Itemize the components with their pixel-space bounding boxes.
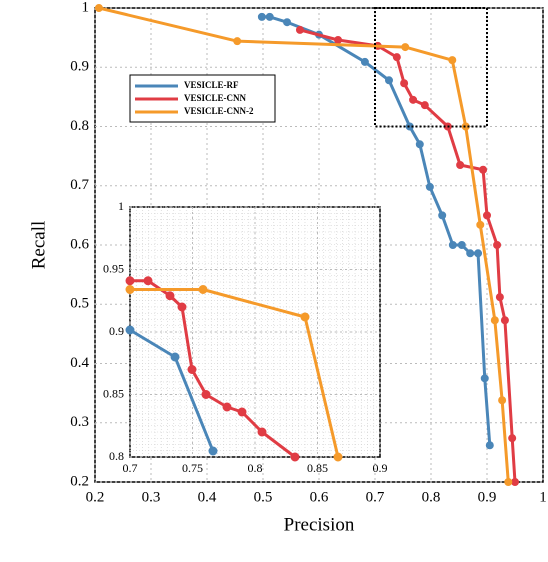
y-tick-label: 0.2 <box>70 473 89 489</box>
point <box>495 293 504 302</box>
point <box>257 427 267 437</box>
point <box>165 291 175 301</box>
y-tick-label: 0.3 <box>70 414 89 430</box>
x-tick-label: 0.75 <box>182 461 203 475</box>
x-tick-label: 0.7 <box>123 461 138 475</box>
point <box>125 276 135 286</box>
point <box>187 365 197 374</box>
y-tick-label: 1 <box>118 199 124 213</box>
point <box>485 441 494 450</box>
point <box>474 249 483 258</box>
y-tick-label: 0.5 <box>70 296 89 312</box>
point <box>334 35 343 44</box>
point <box>438 211 447 220</box>
point <box>409 95 418 104</box>
y-tick-label: 0.4 <box>70 355 89 371</box>
point <box>295 25 304 34</box>
point <box>222 402 232 412</box>
point <box>237 407 247 417</box>
point <box>300 312 310 322</box>
legend: VESICLE-RF VESICLE-CNN VESICLE-CNN-2 <box>129 74 276 123</box>
point <box>170 352 180 362</box>
point <box>198 285 208 294</box>
point <box>283 18 292 27</box>
point <box>504 478 513 486</box>
y-tick-label: 0.7 <box>70 177 89 193</box>
x-tick-label: 0.8 <box>248 461 263 475</box>
point <box>500 316 509 325</box>
point <box>457 241 466 249</box>
x-tick-label: 0.5 <box>254 489 273 505</box>
zoom-region <box>374 7 488 128</box>
point <box>125 325 135 335</box>
x-tick-label: 0.9 <box>373 461 388 475</box>
point <box>233 37 242 46</box>
point <box>511 478 519 486</box>
point <box>448 241 457 249</box>
point <box>490 316 499 325</box>
point <box>385 76 393 85</box>
plot-area: 0.7 0.75 0.8 0.85 0.9 0.8 0.85 0.9 0.95 1 <box>103 199 388 475</box>
x-tick-label: 0.4 <box>198 489 217 505</box>
y-tick-label: 0.9 <box>70 59 89 75</box>
x-tick-label: 0.9 <box>478 489 497 505</box>
y-tick-label: 0.8 <box>109 449 124 463</box>
point <box>400 79 409 88</box>
legend-label: VESICLE-RF <box>184 80 239 90</box>
point <box>208 446 218 456</box>
point <box>483 211 491 220</box>
y-tick-label: 0.8 <box>70 118 89 134</box>
legend-label: VESICLE-CNN-2 <box>184 106 254 116</box>
legend-label: VESICLE-CNN <box>184 93 247 103</box>
point <box>177 302 187 312</box>
point <box>94 4 103 12</box>
x-tick-label: 0.6 <box>310 489 329 505</box>
point <box>290 452 300 462</box>
point <box>480 374 489 383</box>
point <box>201 390 211 399</box>
point <box>333 452 343 462</box>
y-tick-label: 0.95 <box>103 261 124 275</box>
point <box>415 140 424 149</box>
y-tick-label: 0.9 <box>109 324 124 338</box>
x-tick-label: 0.8 <box>422 489 441 505</box>
point <box>466 249 475 258</box>
y-tick-label: 1 <box>82 0 90 15</box>
series-line <box>299 28 517 483</box>
x-tick-label: 0.7 <box>366 489 385 505</box>
point <box>448 56 457 65</box>
series-line <box>130 288 340 458</box>
point <box>508 434 517 443</box>
x-tick-label: 1 <box>539 489 547 505</box>
point <box>360 57 369 66</box>
point <box>265 12 274 21</box>
point <box>143 276 153 286</box>
x-tick-label: 0.85 <box>307 461 328 475</box>
point <box>479 165 488 174</box>
x-axis-label: Precision <box>284 514 355 535</box>
point <box>125 285 135 294</box>
point <box>456 161 465 170</box>
point <box>392 53 401 62</box>
point <box>401 43 410 52</box>
point <box>425 182 434 191</box>
x-tick-label: 0.3 <box>142 489 161 505</box>
point <box>498 396 507 405</box>
point <box>493 241 502 249</box>
x-tick-label: 0.2 <box>86 489 105 505</box>
point <box>476 220 485 229</box>
y-tick-label: 0.85 <box>103 386 124 400</box>
y-axis-label: Recall <box>28 221 49 270</box>
y-tick-label: 0.6 <box>70 236 89 252</box>
point <box>420 101 429 110</box>
point <box>257 12 266 21</box>
